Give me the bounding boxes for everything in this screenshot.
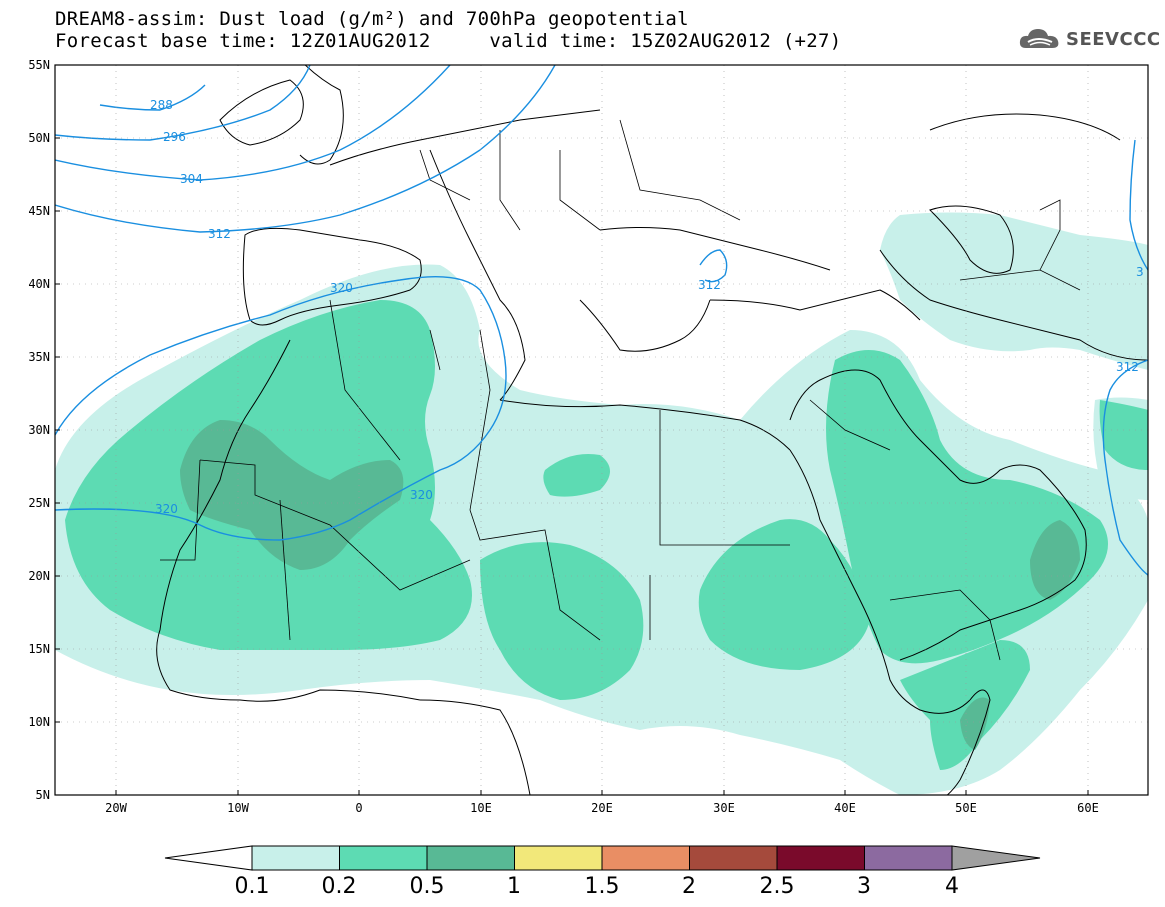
- contour-label: 312: [208, 227, 231, 241]
- contour-east: [1129, 139, 1148, 271]
- colorbar-tick-label: 2: [682, 874, 696, 899]
- contour-label: 320: [155, 502, 178, 516]
- lon-label: 50E: [955, 801, 977, 815]
- dust-level-0.1: [880, 212, 1148, 370]
- contour-312-east: [1102, 359, 1148, 576]
- colorbar-swatch: [514, 845, 603, 871]
- colorbar-tick-label: 0.2: [322, 874, 357, 899]
- contour-labels: 288 296 304 312 320 320 320 312 312 3: [150, 98, 1144, 516]
- chart-title-line1: DREAM8-assim: Dust load (g/m²) and 700hP…: [55, 8, 689, 30]
- colorbar-swatch: [251, 845, 340, 871]
- colorbar-high-arrow: [951, 845, 1041, 871]
- lon-label: 60E: [1077, 801, 1099, 815]
- lat-label: 25N: [28, 496, 50, 510]
- contour-label: 3: [1136, 265, 1144, 279]
- contour-320: [55, 276, 507, 541]
- lat-label: 20N: [28, 569, 50, 583]
- lat-label: 30N: [28, 423, 50, 437]
- colorbar-tick-label: 2.5: [760, 874, 795, 899]
- contour-label: 304: [180, 172, 203, 186]
- colorbar-tick-label: 1: [507, 874, 521, 899]
- lon-label: 20W: [105, 801, 127, 815]
- axis-ticks: [55, 64, 1089, 796]
- latitude-labels: 55N 50N 45N 40N 35N 30N 25N 20N 15N 10N …: [28, 58, 50, 802]
- colorbar-tick-label: 1.5: [585, 874, 620, 899]
- lon-label: 10E: [470, 801, 492, 815]
- dust-level-0.5: [180, 420, 404, 570]
- country-borders: [160, 119, 1081, 661]
- lon-label: 20E: [591, 801, 613, 815]
- lon-label: 10W: [227, 801, 249, 815]
- lat-label: 10N: [28, 715, 50, 729]
- lat-label: 55N: [28, 58, 50, 72]
- colorbar-low-arrow: [164, 845, 253, 871]
- dust-shading: [55, 212, 1148, 795]
- dust-level-0.2: [480, 542, 644, 700]
- logo-text: SEEVCCC: [1066, 28, 1161, 50]
- colorbar-swatch: [864, 845, 953, 871]
- lat-label: 45N: [28, 204, 50, 218]
- contour-304: [55, 65, 451, 181]
- contour-label: 288: [150, 98, 173, 112]
- seevccc-logo: SEEVCCC: [1018, 26, 1161, 52]
- colorbar-tick-label: 0.5: [410, 874, 445, 899]
- lon-label: 0: [355, 801, 362, 815]
- lat-label: 15N: [28, 642, 50, 656]
- colorbar-swatch: [339, 845, 428, 871]
- geopotential-contours: [55, 65, 1148, 576]
- lat-label: 5N: [36, 788, 50, 802]
- colorbar-swatch: [601, 845, 690, 871]
- colorbar-tick-label: 4: [945, 874, 959, 899]
- contour-label: 320: [410, 488, 433, 502]
- dust-level-0.2: [543, 454, 610, 497]
- dust-level-0.2: [698, 519, 870, 670]
- lat-label: 40N: [28, 277, 50, 291]
- dust-level-0.2: [1099, 400, 1148, 470]
- contour-312-small: [699, 249, 728, 283]
- cloud-logo-icon: [1019, 29, 1059, 48]
- coastlines: [156, 65, 1148, 795]
- dust-level-0.5: [960, 697, 990, 750]
- lon-label: 30E: [713, 801, 735, 815]
- colorbar: 0.1 0.2 0.5 1 1.5 2 2.5 3 4: [164, 845, 1041, 899]
- lat-label: 35N: [28, 350, 50, 364]
- dust-level-0.5: [1030, 520, 1080, 600]
- contour-312: [55, 65, 556, 233]
- contour-288: [99, 84, 206, 111]
- colorbar-swatch: [776, 845, 865, 871]
- chart-title-line2: Forecast base time: 12Z01AUG2012 valid t…: [55, 30, 842, 52]
- contour-label: 320: [330, 281, 353, 295]
- colorbar-tick-label: 3: [857, 874, 871, 899]
- colorbar-tick-label: 0.1: [235, 874, 270, 899]
- contour-label: 296: [163, 130, 186, 144]
- lat-label: 50N: [28, 131, 50, 145]
- contour-label: 312: [1116, 360, 1139, 374]
- longitude-labels: 20W 10W 0 10E 20E 30E 40E 50E 60E: [105, 801, 1099, 815]
- colorbar-swatch: [689, 845, 778, 871]
- contour-296: [55, 65, 311, 141]
- contour-label: 312: [698, 278, 721, 292]
- colorbar-swatch: [426, 845, 515, 871]
- lon-label: 40E: [834, 801, 856, 815]
